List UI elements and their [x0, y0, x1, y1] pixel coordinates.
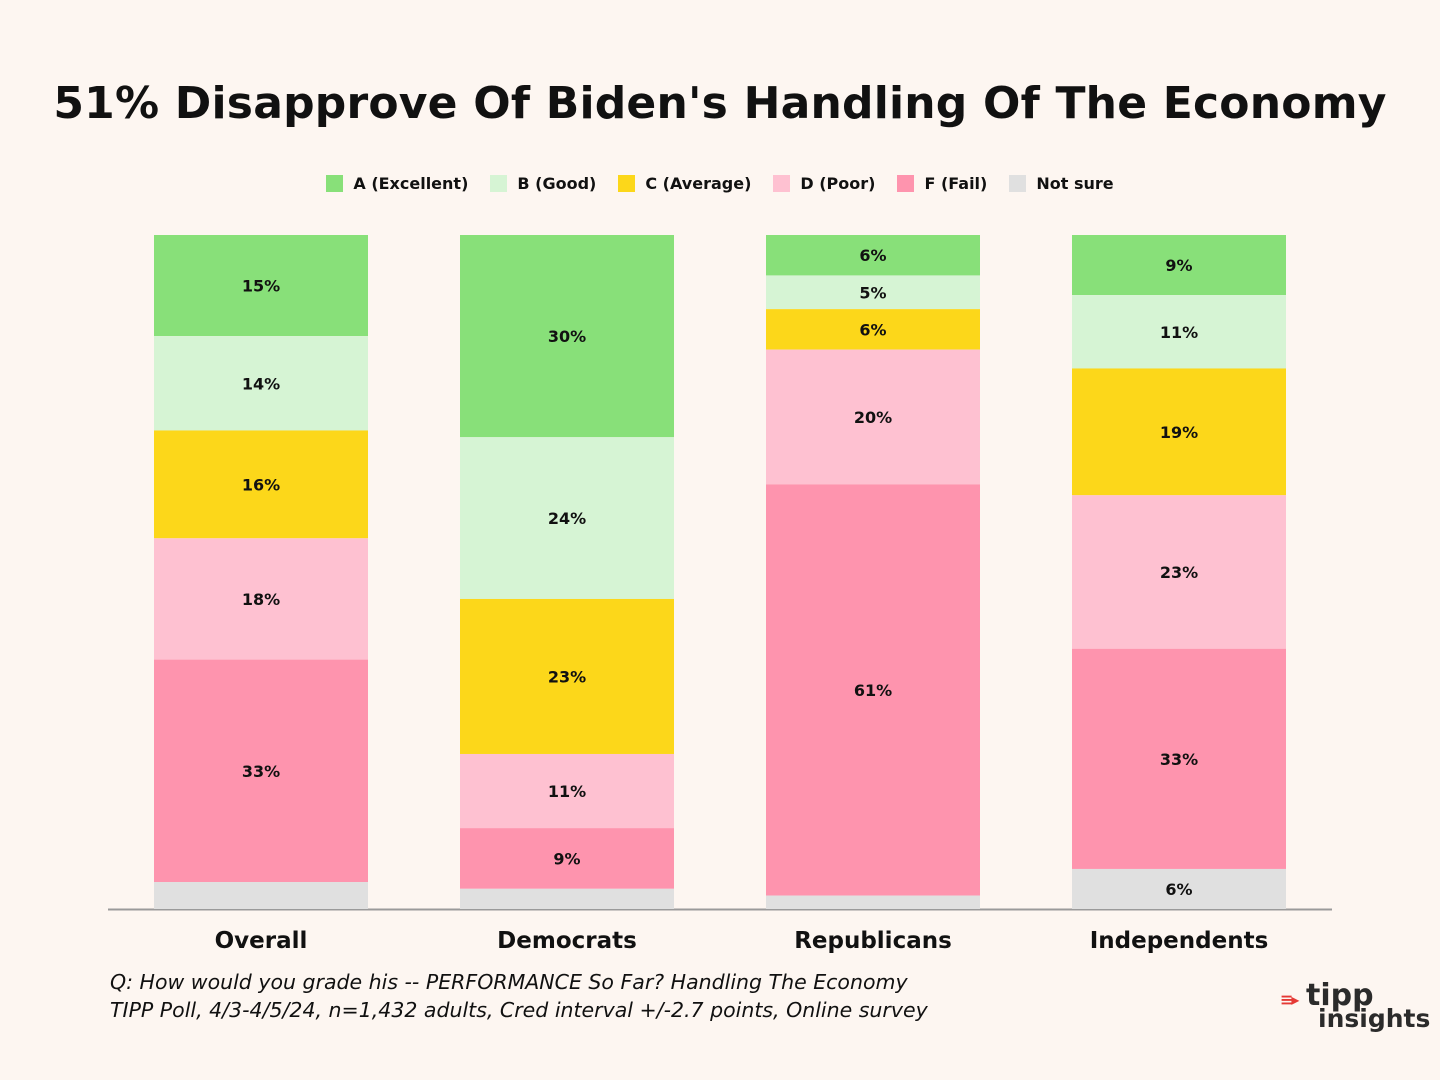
footnote-question: Q: How would you grade his -- PERFORMANC…: [110, 970, 908, 994]
data-label: 18%: [242, 590, 280, 609]
data-label: 11%: [548, 782, 586, 801]
bar-segment: [766, 275, 980, 310]
bar-segment: [1072, 295, 1286, 369]
bar-segment: [460, 828, 674, 889]
bar-segment: [460, 437, 674, 599]
data-label: 23%: [1160, 563, 1198, 582]
logo-arrow-icon: ≡▸: [1280, 990, 1299, 1009]
bar-segment: [154, 538, 368, 660]
data-label: 24%: [548, 509, 586, 528]
legend-swatch: [897, 175, 915, 192]
category-label: Independents: [1090, 928, 1269, 954]
legend-swatch: [326, 175, 344, 192]
legend-label: A (Excellent): [353, 174, 469, 193]
legend-item: A (Excellent): [326, 174, 468, 193]
bar-segment: [154, 430, 368, 539]
data-label: 20%: [854, 408, 892, 427]
legend-label: Not sure: [1036, 174, 1114, 193]
data-label: 5%: [859, 283, 886, 302]
category-label: Republicans: [794, 928, 952, 954]
data-label: 23%: [548, 667, 586, 686]
category-label: Overall: [215, 928, 308, 954]
bar-segment: [460, 888, 674, 909]
legend-label: C (Average): [645, 174, 752, 193]
data-label: 33%: [1160, 750, 1198, 769]
chart-title: 51% Disapprove Of Biden's Handling Of Th…: [53, 78, 1387, 129]
bar-segment: [1072, 648, 1286, 869]
category-label: Democrats: [497, 928, 637, 954]
bar-segment: [154, 659, 368, 883]
data-label: 14%: [242, 374, 280, 393]
footnote-source: TIPP Poll, 4/3-4/5/24, n=1,432 adults, C…: [110, 998, 928, 1022]
bar-segment: [154, 882, 368, 909]
bar-segment: [1072, 495, 1286, 649]
bar-segment: [154, 336, 368, 431]
data-label: 6%: [859, 320, 886, 339]
legend-item: D (Poor): [773, 174, 875, 193]
data-label: 9%: [1165, 256, 1192, 275]
logo-tipp-text: tipp: [1306, 978, 1374, 1013]
bar-segment: [766, 349, 980, 485]
legend-label: B (Good): [517, 174, 597, 193]
legend-item: B (Good): [490, 174, 596, 193]
bar-segment: [154, 235, 368, 337]
data-label: 9%: [553, 849, 580, 868]
bar-segment: [766, 484, 980, 896]
data-label: 30%: [548, 327, 586, 346]
data-label: 6%: [859, 246, 886, 265]
legend-swatch: [490, 175, 508, 192]
data-label: 61%: [854, 681, 892, 700]
data-label: 19%: [1160, 423, 1198, 442]
bar-segment: [460, 598, 674, 754]
bar-segment: [1072, 368, 1286, 496]
bar-segment: [766, 309, 980, 350]
bar-segment: [460, 753, 674, 829]
bar-segment: [766, 235, 980, 276]
tipp-insights-logo: ≡▸ tipp insights: [1278, 978, 1431, 1042]
legend-item: Not sure: [1009, 174, 1114, 193]
bar-segment: [1072, 235, 1286, 296]
footnote: Q: How would you grade his -- PERFORMANC…: [110, 968, 928, 1024]
data-label: 15%: [242, 277, 280, 296]
legend-swatch: [618, 175, 636, 192]
bar-segment: [460, 235, 674, 438]
legend-item: C (Average): [618, 174, 751, 193]
legend-label: D (Poor): [800, 174, 876, 193]
legend-item: F (Fail): [897, 174, 987, 193]
legend-swatch: [1009, 175, 1027, 192]
legend: A (Excellent) B (Good) C (Average) D (Poor)…: [0, 174, 1440, 193]
logo-insights-text: insights: [1318, 1004, 1431, 1033]
data-label: 11%: [1160, 323, 1198, 342]
bar-segment: [1072, 868, 1286, 909]
bar-segment: [766, 895, 980, 909]
data-label: 6%: [1165, 880, 1192, 899]
legend-label: F (Fail): [924, 174, 988, 193]
data-label: 33%: [242, 762, 280, 781]
legend-swatch: [773, 175, 791, 192]
data-label: 16%: [242, 475, 280, 494]
